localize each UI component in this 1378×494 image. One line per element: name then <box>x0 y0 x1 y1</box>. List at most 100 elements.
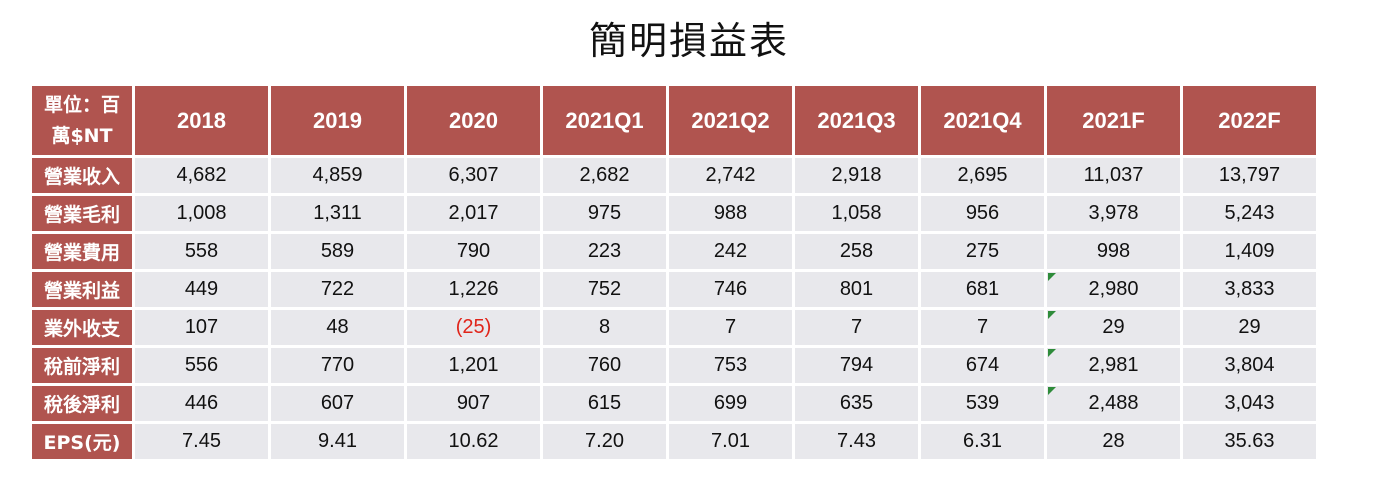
table-cell: 539 <box>921 386 1044 421</box>
table-cell: 3,978 <box>1047 196 1180 231</box>
table-cell: 760 <box>543 348 666 383</box>
row-label: 營業毛利 <box>32 196 132 231</box>
table-cell: 275 <box>921 234 1044 269</box>
table-cell: 6.31 <box>921 424 1044 459</box>
table-cell-flagged: 2,981 <box>1047 348 1180 383</box>
table-cell: 7 <box>921 310 1044 345</box>
column-header: 2021Q3 <box>795 86 918 155</box>
table-cell: 449 <box>135 272 268 307</box>
row-label: 營業收入 <box>32 158 132 193</box>
column-header: 2020 <box>407 86 540 155</box>
comment-flag-icon <box>1048 311 1056 319</box>
table-cell-value: 2,488 <box>1088 392 1139 414</box>
table-cell: 988 <box>669 196 792 231</box>
table-cell-value: 2,981 <box>1088 354 1139 376</box>
row-label: 業外收支 <box>32 310 132 345</box>
comment-flag-icon <box>1048 273 1056 281</box>
table-cell: 681 <box>921 272 1044 307</box>
table-row: 營業利益 449 722 1,226 752 746 801 681 2,980… <box>32 272 1316 307</box>
table-cell: 558 <box>135 234 268 269</box>
table-cell: 1,058 <box>795 196 918 231</box>
row-label: 營業費用 <box>32 234 132 269</box>
unit-label-line1: 單位：百 <box>43 93 120 116</box>
column-header: 2021Q4 <box>921 86 1044 155</box>
table-cell-flagged: 29 <box>1047 310 1180 345</box>
comment-flag-icon <box>1048 387 1056 395</box>
column-header: 2021Q2 <box>669 86 792 155</box>
table-cell: 48 <box>271 310 404 345</box>
row-label: 稅後淨利 <box>32 386 132 421</box>
table-cell: 2,742 <box>669 158 792 193</box>
table-cell: 556 <box>135 348 268 383</box>
table-cell: 1,409 <box>1183 234 1316 269</box>
page-title: 簡明損益表 <box>588 19 789 63</box>
table-cell: 770 <box>271 348 404 383</box>
table-row: 營業費用 558 589 790 223 242 258 275 998 1,4… <box>32 234 1316 269</box>
table-cell: 4,859 <box>271 158 404 193</box>
table-cell: 2,017 <box>407 196 540 231</box>
table-cell: 746 <box>669 272 792 307</box>
table-row: 營業收入 4,682 4,859 6,307 2,682 2,742 2,918… <box>32 158 1316 193</box>
table-cell: 7.01 <box>669 424 792 459</box>
table-cell: 28 <box>1047 424 1180 459</box>
table-cell: 998 <box>1047 234 1180 269</box>
table-cell: 794 <box>795 348 918 383</box>
table-cell: 223 <box>543 234 666 269</box>
unit-header: 單位：百 萬$NT <box>32 86 132 155</box>
row-label: EPS(元) <box>32 424 132 459</box>
table-cell: 2,682 <box>543 158 666 193</box>
table-cell: 674 <box>921 348 1044 383</box>
table-cell: 1,311 <box>271 196 404 231</box>
table-cell: 35.63 <box>1183 424 1316 459</box>
table-cell: 3,833 <box>1183 272 1316 307</box>
row-label: 營業利益 <box>32 272 132 307</box>
column-header: 2018 <box>135 86 268 155</box>
table-row: EPS(元) 7.45 9.41 10.62 7.20 7.01 7.43 6.… <box>32 424 1316 459</box>
table-cell: 446 <box>135 386 268 421</box>
table-cell: 7.43 <box>795 424 918 459</box>
table-cell-negative: (25) <box>407 310 540 345</box>
table-cell: 907 <box>407 386 540 421</box>
unit-label-line2: 萬$NT <box>51 124 113 147</box>
table-cell: 7 <box>795 310 918 345</box>
table-cell: 8 <box>543 310 666 345</box>
table-cell: 3,043 <box>1183 386 1316 421</box>
table-cell: 1,008 <box>135 196 268 231</box>
table-cell: 699 <box>669 386 792 421</box>
table-row: 稅後淨利 446 607 907 615 699 635 539 2,488 3… <box>32 386 1316 421</box>
table-cell: 635 <box>795 386 918 421</box>
table-cell: 10.62 <box>407 424 540 459</box>
table-cell: 1,201 <box>407 348 540 383</box>
column-header: 2021Q1 <box>543 86 666 155</box>
table-row: 稅前淨利 556 770 1,201 760 753 794 674 2,981… <box>32 348 1316 383</box>
table-cell: 753 <box>669 348 792 383</box>
table-cell: 607 <box>271 386 404 421</box>
comment-flag-icon <box>1048 349 1056 357</box>
table-cell: 3,804 <box>1183 348 1316 383</box>
table-cell: 107 <box>135 310 268 345</box>
table-cell: 242 <box>669 234 792 269</box>
table-cell: 7.20 <box>543 424 666 459</box>
table-cell: 956 <box>921 196 1044 231</box>
income-statement-table: 單位：百 萬$NT 2018 2019 2020 2021Q1 2021Q2 2… <box>29 83 1319 462</box>
table-cell: 1,226 <box>407 272 540 307</box>
table-cell: 2,695 <box>921 158 1044 193</box>
column-header: 2019 <box>271 86 404 155</box>
table-cell-flagged: 2,488 <box>1047 386 1180 421</box>
table-cell: 589 <box>271 234 404 269</box>
table-cell: 4,682 <box>135 158 268 193</box>
table-cell: 7.45 <box>135 424 268 459</box>
table-cell: 722 <box>271 272 404 307</box>
table-cell: 615 <box>543 386 666 421</box>
table-cell: 752 <box>543 272 666 307</box>
table-cell-value: 29 <box>1102 316 1125 338</box>
table-cell: 13,797 <box>1183 158 1316 193</box>
table-cell: 258 <box>795 234 918 269</box>
table-row: 營業毛利 1,008 1,311 2,017 975 988 1,058 956… <box>32 196 1316 231</box>
table-cell: 790 <box>407 234 540 269</box>
column-header: 2021F <box>1047 86 1180 155</box>
table-cell: 6,307 <box>407 158 540 193</box>
column-header: 2022F <box>1183 86 1316 155</box>
table-cell: 975 <box>543 196 666 231</box>
table-cell: 801 <box>795 272 918 307</box>
